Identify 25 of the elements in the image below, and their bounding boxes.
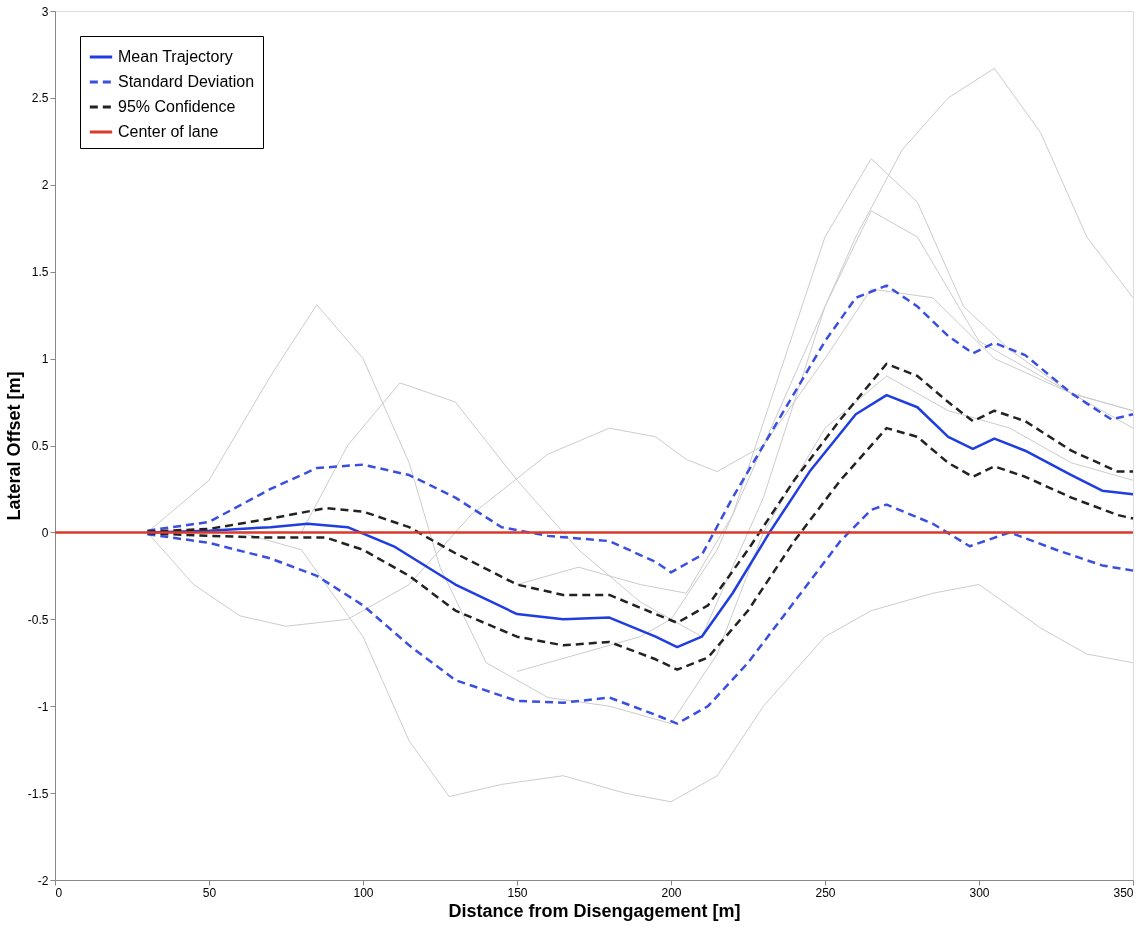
y-tick-label: -1.5 <box>27 786 49 801</box>
x-tick-label: 150 <box>507 885 528 900</box>
x-tick-label: 0 <box>55 885 63 900</box>
y-tick-label: 0 <box>41 525 49 540</box>
legend-label: Standard Deviation <box>118 73 255 90</box>
x-tick-label: 50 <box>202 885 217 900</box>
legend-label: Mean Trajectory <box>118 48 233 65</box>
legend-label: Center of lane <box>118 123 219 140</box>
x-axis-title: Distance from Disengagement [m] <box>448 900 741 921</box>
legend-label: 95% Confidence <box>118 98 236 115</box>
y-tick-label: 1.5 <box>31 265 49 280</box>
y-tick-label: 1 <box>41 352 49 367</box>
x-tick-label: 200 <box>661 885 682 900</box>
x-tick-label: 300 <box>969 885 990 900</box>
y-tick-label: -2 <box>37 873 49 888</box>
y-axis-title: Lateral Offset [m] <box>3 371 24 521</box>
y-tick-label: 2.5 <box>31 91 49 106</box>
y-tick-label: 2 <box>41 178 49 193</box>
y-tick-label: 3 <box>41 4 49 19</box>
y-tick-label: 0.5 <box>31 439 49 453</box>
y-tick-label: -0.5 <box>27 612 49 627</box>
y-tick-label: -1 <box>37 699 49 714</box>
x-tick-label: 100 <box>353 885 374 900</box>
x-tick-label: 350 <box>1113 885 1134 900</box>
x-tick-label: 250 <box>815 885 836 900</box>
